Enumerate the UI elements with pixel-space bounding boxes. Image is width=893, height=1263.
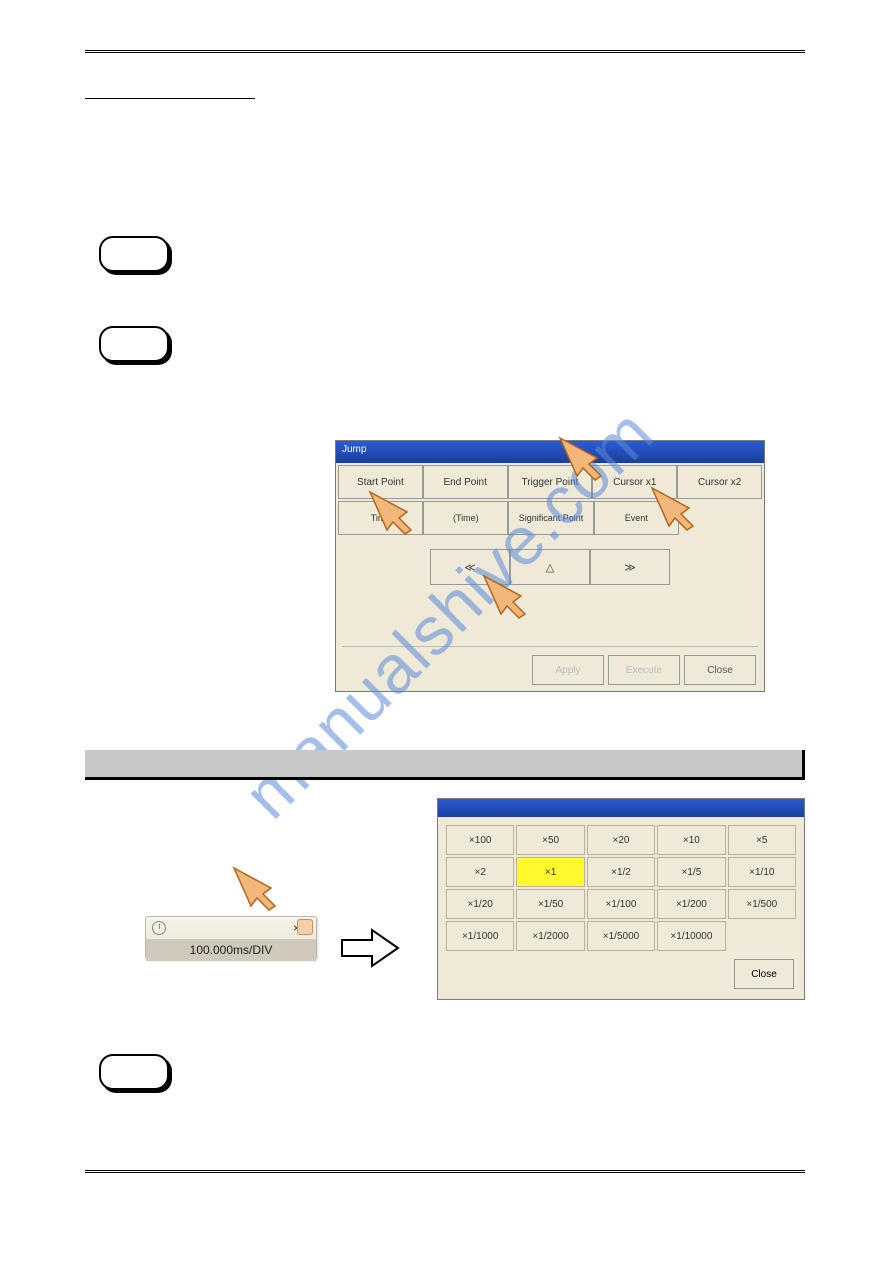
apply-button[interactable]: Apply	[532, 655, 604, 685]
execute-button[interactable]: Execute	[608, 655, 680, 685]
zoom-select-dialog: ×100×50×20×10×5×2×1×1/2×1/5×1/10×1/20×1/…	[437, 798, 805, 1000]
hand-pointer-icon	[479, 568, 539, 623]
arrow-right-icon	[340, 926, 400, 970]
jump-separator	[342, 646, 758, 647]
zoom-cell[interactable]: ×1/5000	[587, 921, 655, 951]
zoom-cell[interactable]: ×10	[657, 825, 725, 855]
zoom-cell[interactable]: ×1/2	[587, 857, 655, 887]
close-button[interactable]: Close	[684, 655, 756, 685]
bottom-rule	[85, 1170, 805, 1173]
zoom-cell[interactable]: ×2	[446, 857, 514, 887]
zoom-cell[interactable]: ×1/100	[587, 889, 655, 919]
zoom-cell[interactable]: ×1/50	[516, 889, 584, 919]
step-box-2	[99, 326, 169, 362]
step-box-3	[99, 1054, 169, 1090]
zoom-cell[interactable]: ×1/10	[728, 857, 796, 887]
zoom-cell[interactable]: ×20	[587, 825, 655, 855]
nav-next-button[interactable]: ≫	[590, 549, 670, 585]
tab-time2[interactable]: (Time)	[423, 501, 508, 535]
zoom-cell[interactable]: ×1/500	[728, 889, 796, 919]
zoom-cell[interactable]: ×1/200	[657, 889, 725, 919]
zoom-dialog-titlebar	[438, 799, 804, 817]
tab-significant-point[interactable]: Significant Point	[508, 501, 593, 535]
jump-nav-row: ≪ △ ≫	[336, 549, 764, 585]
hand-pointer-icon	[647, 480, 707, 535]
jump-bottom-row: Apply Execute Close	[532, 655, 756, 685]
pointer-icon[interactable]	[297, 919, 313, 935]
section-band	[85, 750, 805, 780]
hand-pointer-icon	[365, 484, 425, 539]
zoom-cell[interactable]: ×1/1000	[446, 921, 514, 951]
step-box-1	[99, 236, 169, 272]
zoom-cell[interactable]: ×50	[516, 825, 584, 855]
top-rule	[85, 50, 805, 53]
zoom-cell[interactable]: ×100	[446, 825, 514, 855]
section-title-underline	[85, 83, 255, 99]
zoom-widget: × 1 100.000ms/DIV	[145, 916, 317, 960]
hand-pointer-icon	[229, 860, 289, 915]
zoom-cell[interactable]: ×1/10000	[657, 921, 725, 951]
zoom-cell[interactable]: ×1/2000	[516, 921, 584, 951]
zoom-cell[interactable]: ×1	[516, 857, 584, 887]
zoom-cell[interactable]: ×1/5	[657, 857, 725, 887]
zoom-grid: ×100×50×20×10×5×2×1×1/2×1/5×1/10×1/20×1/…	[438, 817, 804, 959]
sample-rate: 100.000ms/DIV	[146, 939, 316, 961]
jump-dialog: Jump Start Point End Point Trigger Point…	[335, 440, 765, 692]
clock-icon	[152, 921, 166, 935]
zoom-cell[interactable]: ×5	[728, 825, 796, 855]
zoom-cell[interactable]: ×1/20	[446, 889, 514, 919]
jump-dialog-title: Jump	[336, 441, 764, 463]
zoom-close-button[interactable]: Close	[734, 959, 794, 989]
tab-end-point[interactable]: End Point	[423, 465, 508, 499]
hand-pointer-icon	[555, 430, 615, 485]
